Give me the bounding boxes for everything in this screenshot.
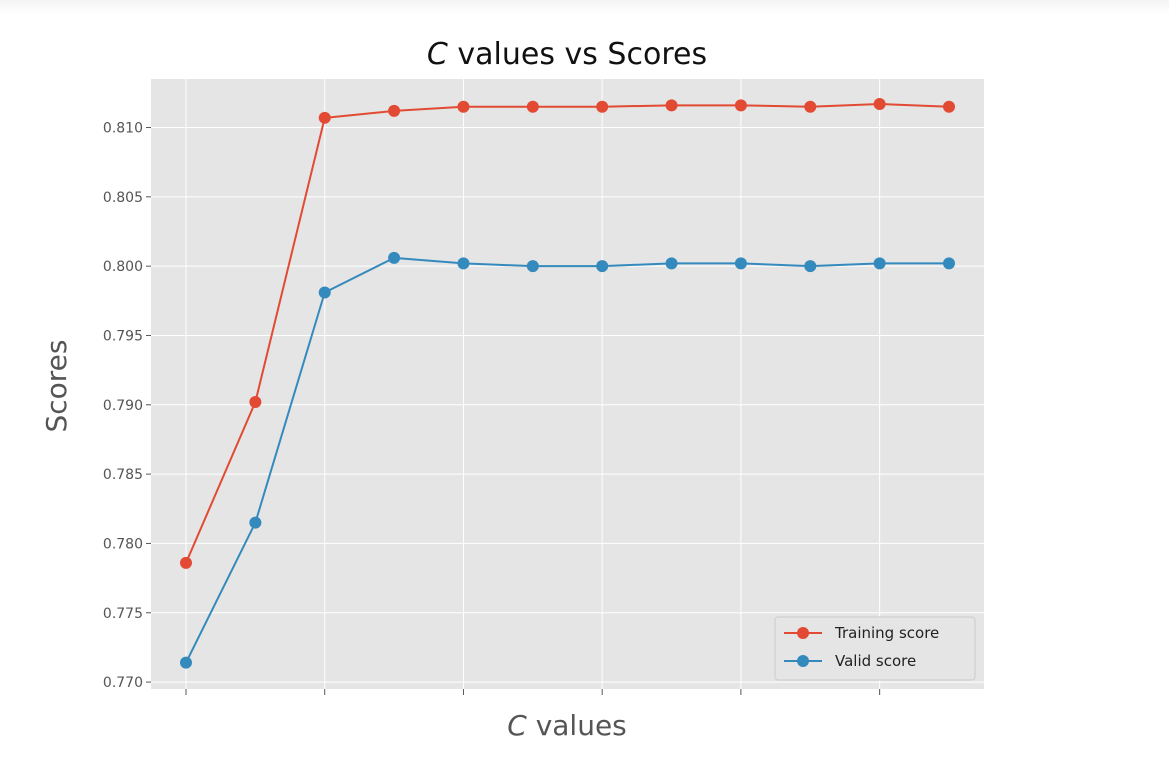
y-tick-label: 0.780: [103, 536, 143, 552]
y-tick-label: 0.790: [103, 398, 143, 414]
x-axis-label: C values: [507, 709, 627, 742]
data-point-training: [943, 100, 955, 113]
data-point-training: [457, 100, 470, 113]
y-axis-ticks: 0.770 0.775 0.780 0.785 0.790 0.795 0.800 0.805…: [103, 121, 151, 691]
data-point-training: [734, 99, 747, 112]
window-top-strip: [0, 0, 1169, 14]
data-point-valid: [180, 656, 192, 669]
data-point-training: [318, 111, 331, 124]
legend-label-training: Training score: [834, 624, 939, 642]
x-axis-ticks: [185, 689, 881, 695]
data-point-valid: [734, 257, 747, 270]
data-point-valid: [596, 260, 609, 273]
y-tick-label: 0.785: [103, 467, 143, 483]
data-point-valid: [318, 286, 331, 299]
grid: [151, 79, 984, 689]
legend: Training score Valid score: [774, 616, 976, 681]
legend-marker-training: [797, 627, 809, 639]
data-point-valid: [526, 260, 539, 273]
data-point-valid: [457, 257, 470, 270]
series-line-valid: [185, 256, 949, 664]
y-tick-label: 0.810: [103, 121, 143, 137]
y-tick-label: 0.795: [103, 328, 143, 344]
y-tick-label: 0.805: [103, 190, 143, 206]
data-point-training: [388, 104, 401, 117]
data-point-valid: [249, 516, 262, 529]
series-line-training: [185, 102, 950, 564]
data-point-valid: [804, 260, 817, 273]
data-point-training: [873, 97, 886, 110]
data-point-training: [596, 100, 609, 113]
y-tick-label: 0.770: [103, 675, 143, 691]
data-point-valid: [943, 257, 955, 270]
chart-title: C values vs Scores: [427, 37, 707, 72]
data-point-training: [249, 396, 262, 409]
plot-area: [151, 79, 984, 689]
legend-box: [774, 616, 976, 681]
data-point-training: [180, 556, 192, 569]
legend-marker-valid: [797, 655, 809, 667]
y-tick-label: 0.800: [103, 259, 143, 275]
data-point-training: [804, 100, 817, 113]
legend-label-valid: Valid score: [835, 652, 916, 670]
data-point-valid: [873, 257, 886, 270]
y-tick-label: 0.775: [103, 606, 143, 622]
series-layer: [180, 97, 955, 669]
data-point-training: [665, 99, 678, 112]
data-point-valid: [665, 257, 678, 270]
y-axis-label: Scores: [40, 339, 73, 432]
data-point-valid: [388, 251, 401, 264]
data-point-training: [526, 100, 539, 113]
